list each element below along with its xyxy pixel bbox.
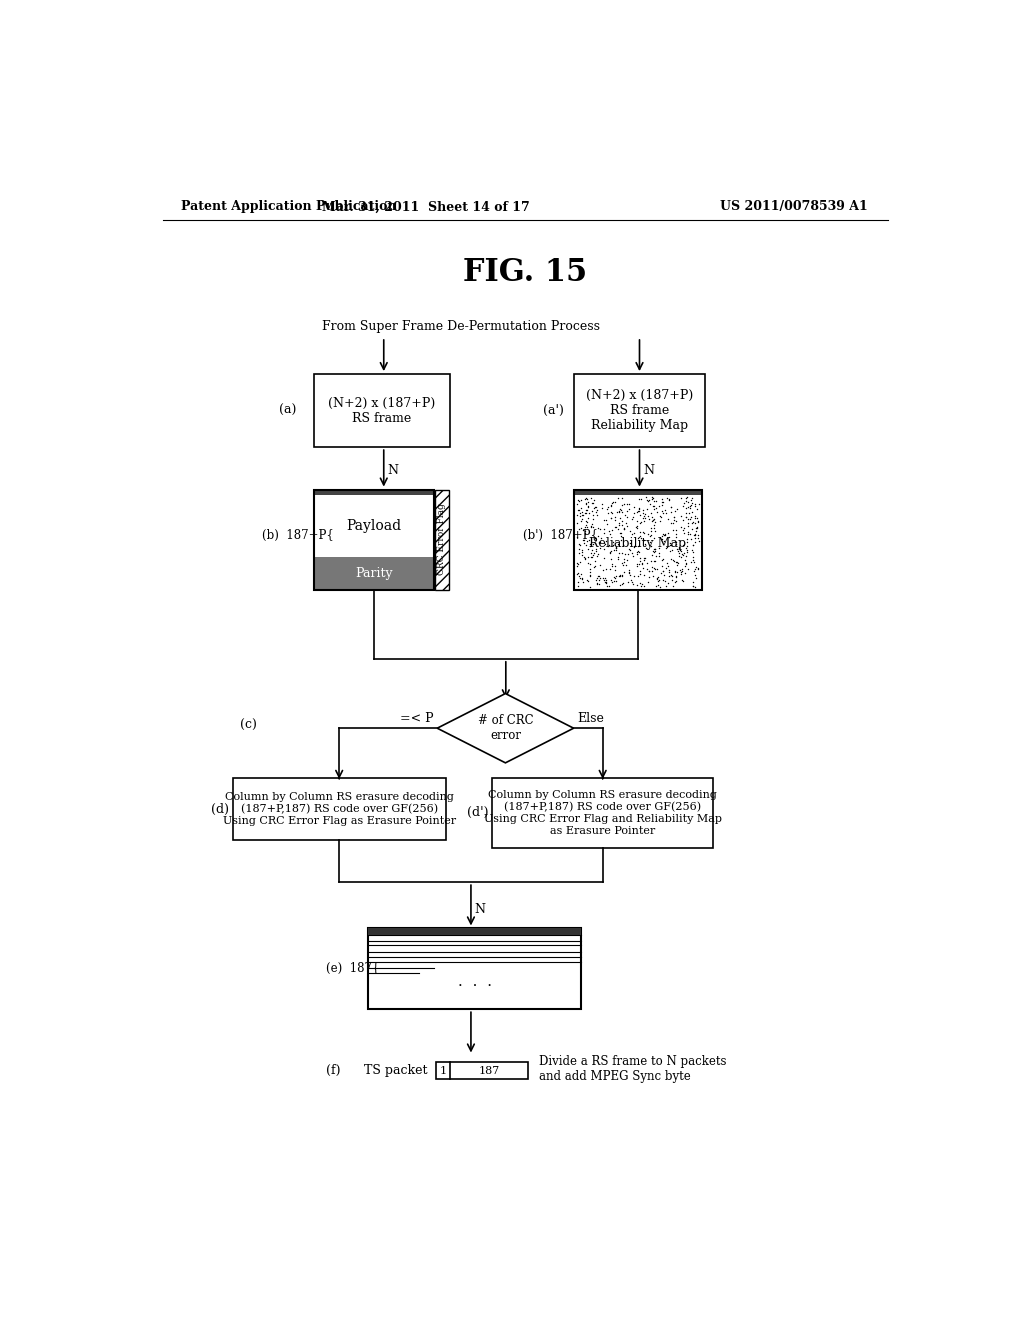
Point [618, 515, 635, 536]
Point [653, 500, 670, 521]
Point [680, 521, 696, 543]
Point [653, 556, 670, 577]
Point [640, 490, 656, 511]
Point [600, 535, 616, 556]
Point [659, 556, 676, 577]
Point [583, 543, 599, 564]
Point [601, 576, 617, 597]
Point [622, 532, 638, 553]
Point [645, 566, 662, 587]
Point [664, 570, 680, 591]
Point [677, 549, 693, 570]
Point [598, 531, 614, 552]
Point [615, 552, 632, 573]
Text: (N+2) x (187+P)
RS frame
Reliability Map: (N+2) x (187+P) RS frame Reliability Map [586, 389, 693, 432]
Point [689, 499, 706, 520]
Point [590, 544, 606, 565]
Text: 187: 187 [478, 1065, 500, 1076]
Bar [232, 779, 445, 840]
Text: (a'): (a') [543, 404, 563, 417]
Point [679, 532, 695, 553]
Point [636, 506, 652, 527]
Point [632, 504, 648, 525]
Point [624, 529, 640, 550]
Bar [314, 557, 434, 590]
Point [607, 568, 624, 589]
Point [631, 543, 647, 564]
Point [602, 540, 618, 561]
Text: # of CRC
error: # of CRC error [477, 714, 534, 742]
Point [582, 558, 598, 579]
Point [641, 490, 657, 511]
Text: Column by Column RS erasure decoding
(187+P,187) RS code over GF(256)
Using CRC : Column by Column RS erasure decoding (18… [483, 791, 722, 836]
Point [614, 502, 631, 523]
Point [612, 564, 629, 585]
Point [672, 560, 688, 581]
Point [629, 511, 645, 532]
Point [602, 569, 618, 590]
Point [626, 536, 642, 557]
Point [635, 557, 651, 578]
Point [614, 573, 631, 594]
Point [591, 531, 607, 552]
Point [610, 512, 627, 533]
Bar [493, 779, 713, 847]
Point [655, 524, 672, 545]
Point [673, 487, 689, 508]
Point [589, 572, 605, 593]
Point [580, 516, 596, 537]
Point [572, 568, 589, 589]
Point [615, 519, 632, 540]
Text: (c): (c) [241, 719, 257, 733]
Text: (a): (a) [280, 404, 297, 417]
Point [680, 523, 696, 544]
Point [608, 570, 625, 591]
Point [660, 560, 677, 581]
Point [669, 561, 685, 582]
Point [621, 560, 637, 581]
Point [671, 545, 687, 566]
Point [618, 549, 635, 570]
Point [689, 517, 706, 539]
Point [571, 543, 588, 564]
Point [578, 503, 594, 524]
Point [582, 533, 598, 554]
Point [685, 549, 701, 570]
Point [640, 572, 656, 593]
Point [612, 574, 629, 595]
Point [676, 492, 692, 513]
Text: Mar. 31, 2011  Sheet 14 of 17: Mar. 31, 2011 Sheet 14 of 17 [323, 201, 530, 214]
Point [629, 517, 645, 539]
Point [634, 574, 650, 595]
Point [612, 525, 629, 546]
Point [641, 525, 657, 546]
Point [590, 565, 606, 586]
Point [574, 572, 591, 593]
Point [678, 553, 694, 574]
Point [678, 537, 694, 558]
Point [645, 557, 662, 578]
Point [679, 513, 695, 535]
Point [638, 490, 654, 511]
Point [591, 574, 607, 595]
Point [596, 539, 612, 560]
Bar [314, 495, 434, 557]
Point [680, 491, 696, 512]
Point [596, 510, 612, 531]
Point [667, 500, 683, 521]
Text: TS packet: TS packet [365, 1064, 428, 1077]
Point [649, 569, 666, 590]
Point [687, 507, 703, 528]
Point [653, 562, 670, 583]
Point [629, 544, 645, 565]
Point [604, 572, 621, 593]
Point [642, 524, 658, 545]
Point [665, 513, 681, 535]
Point [630, 565, 646, 586]
Point [685, 511, 701, 532]
Point [675, 519, 691, 540]
Point [685, 535, 701, 556]
Point [669, 499, 685, 520]
Point [585, 508, 601, 529]
Point [572, 517, 589, 539]
